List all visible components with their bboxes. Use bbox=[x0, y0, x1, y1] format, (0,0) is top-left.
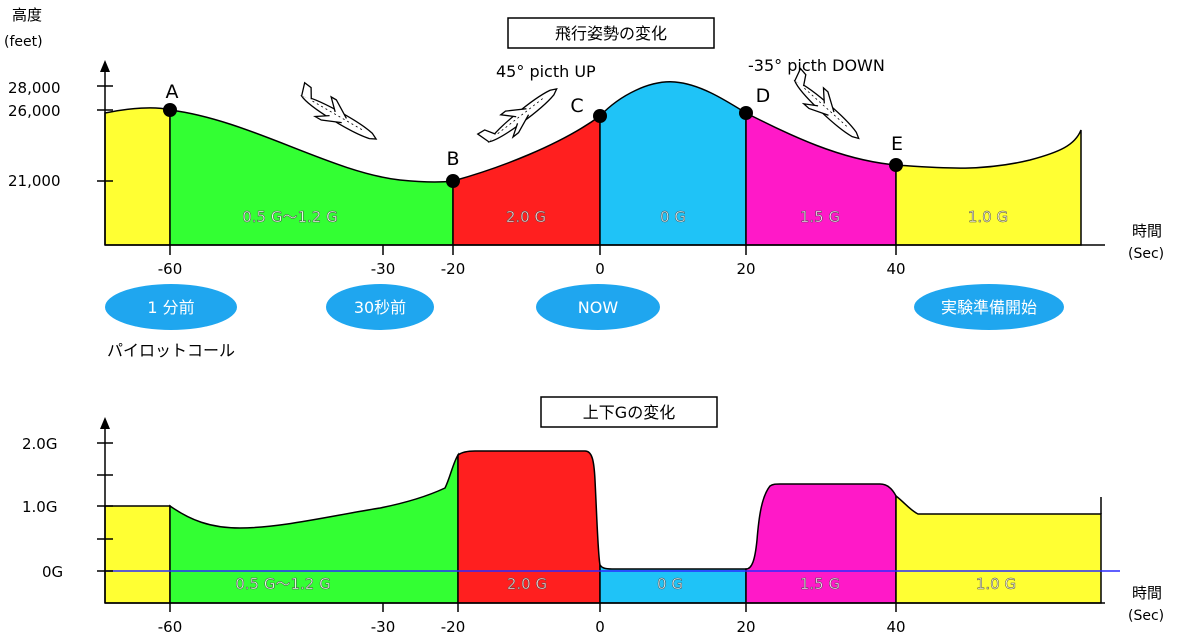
g-title-box bbox=[540, 396, 718, 428]
airplane-diving-icon bbox=[793, 67, 860, 140]
segment-pre-fill bbox=[104, 107, 171, 246]
ytick-21000: 21,000 bbox=[8, 172, 61, 190]
g-ytick-0: 0G bbox=[42, 563, 63, 581]
g-label-post: 1.0 G bbox=[976, 575, 1016, 593]
point-d bbox=[739, 106, 753, 120]
pitch-down-annotation: -35° picth DOWN bbox=[748, 56, 885, 75]
title-box bbox=[507, 17, 715, 49]
g-segment-post-fill bbox=[895, 494, 1102, 604]
timeline-badge-30sec bbox=[326, 284, 434, 330]
label-bc: 2.0 G bbox=[506, 208, 546, 226]
point-a bbox=[163, 103, 177, 117]
g-segment-pre-fill bbox=[104, 505, 171, 604]
g-xtick-minus20: -20 bbox=[441, 618, 466, 636]
timeline-badge-prep bbox=[914, 284, 1064, 330]
timeline-label-prep: 実験準備開始 bbox=[941, 298, 1037, 317]
g-label-de: 1.5 G bbox=[800, 575, 840, 593]
y-axis-arrow bbox=[100, 60, 110, 72]
g-xtick-minus60: -60 bbox=[158, 618, 183, 636]
timeline-label-now: NOW bbox=[578, 298, 619, 317]
g-label-cd: 0 G bbox=[657, 575, 683, 593]
xtick-20: 20 bbox=[736, 260, 755, 278]
bottom-chart: 2.0G 1.0G 0G -60 -30 -20 0 20 40 時間 (Sec… bbox=[22, 396, 1164, 636]
top-chart: 高度 (feet) 28,000 26,000 21,000 -60 -30 -… bbox=[4, 6, 1164, 278]
point-label-e: E bbox=[891, 133, 903, 155]
label-ab: 0.5 G～1.2 G bbox=[242, 208, 338, 226]
g-label-ab: 0.5 G～1.2 G bbox=[235, 575, 331, 593]
point-label-b: B bbox=[446, 148, 459, 170]
y-axis-title: 高度 bbox=[12, 6, 42, 24]
timeline-label-1min: 1 分前 bbox=[147, 298, 194, 317]
g-segment-de-fill bbox=[745, 483, 897, 604]
point-label-a: A bbox=[166, 81, 179, 103]
g-ytick-2: 2.0G bbox=[22, 435, 57, 453]
g-xtick-0: 0 bbox=[595, 618, 605, 636]
segment-post-fill bbox=[895, 129, 1082, 246]
g-x-axis-title: 時間 bbox=[1132, 584, 1162, 602]
point-label-d: D bbox=[756, 85, 771, 107]
ytick-28000: 28,000 bbox=[8, 79, 61, 97]
point-label-c: C bbox=[570, 95, 583, 117]
airplane-climbing-icon bbox=[476, 88, 558, 143]
x-axis-unit: (Sec) bbox=[1128, 246, 1164, 262]
label-de: 1.5 G bbox=[800, 208, 840, 226]
g-segment-bc-fill bbox=[457, 450, 601, 604]
segment-ab-fill bbox=[169, 109, 454, 246]
g-x-axis-unit: (Sec) bbox=[1128, 608, 1164, 624]
xtick-0: 0 bbox=[595, 260, 605, 278]
g-xtick-minus30: -30 bbox=[371, 618, 396, 636]
timeline: 1 分前 30秒前 NOW 実験準備開始 パイロットコール bbox=[105, 284, 1064, 360]
timeline-badge-now bbox=[536, 284, 660, 330]
pilot-call-label: パイロットコール bbox=[107, 341, 235, 360]
timeline-badge-1min bbox=[105, 284, 237, 330]
point-e bbox=[889, 158, 903, 172]
xtick-minus30: -30 bbox=[371, 260, 396, 278]
g-xtick-20: 20 bbox=[736, 618, 755, 636]
label-cd: 0 G bbox=[660, 208, 686, 226]
point-b bbox=[446, 174, 460, 188]
g-xtick-40: 40 bbox=[886, 618, 905, 636]
xtick-minus20: -20 bbox=[441, 260, 466, 278]
ytick-26000: 26,000 bbox=[8, 102, 61, 120]
label-post: 1.0 G bbox=[968, 208, 1008, 226]
y-axis-unit: (feet) bbox=[4, 34, 43, 50]
g-label-bc: 2.0 G bbox=[507, 575, 547, 593]
g-segment-cd-fill bbox=[599, 562, 747, 604]
xtick-40: 40 bbox=[886, 260, 905, 278]
xtick-minus60: -60 bbox=[158, 260, 183, 278]
g-segment-ab-fill bbox=[169, 452, 459, 604]
g-chart-title: 上下Gの変化 bbox=[583, 403, 675, 422]
segment-cd-fill bbox=[599, 81, 747, 246]
x-axis-title: 時間 bbox=[1132, 222, 1162, 240]
chart-title: 飛行姿勢の変化 bbox=[555, 24, 667, 43]
timeline-label-30sec: 30秒前 bbox=[354, 298, 406, 317]
airplane-descending-icon bbox=[300, 81, 378, 140]
pitch-up-annotation: 45° picth UP bbox=[496, 62, 596, 81]
point-c bbox=[593, 109, 607, 123]
g-y-axis-arrow bbox=[100, 417, 110, 429]
g-ytick-1: 1.0G bbox=[22, 498, 57, 516]
